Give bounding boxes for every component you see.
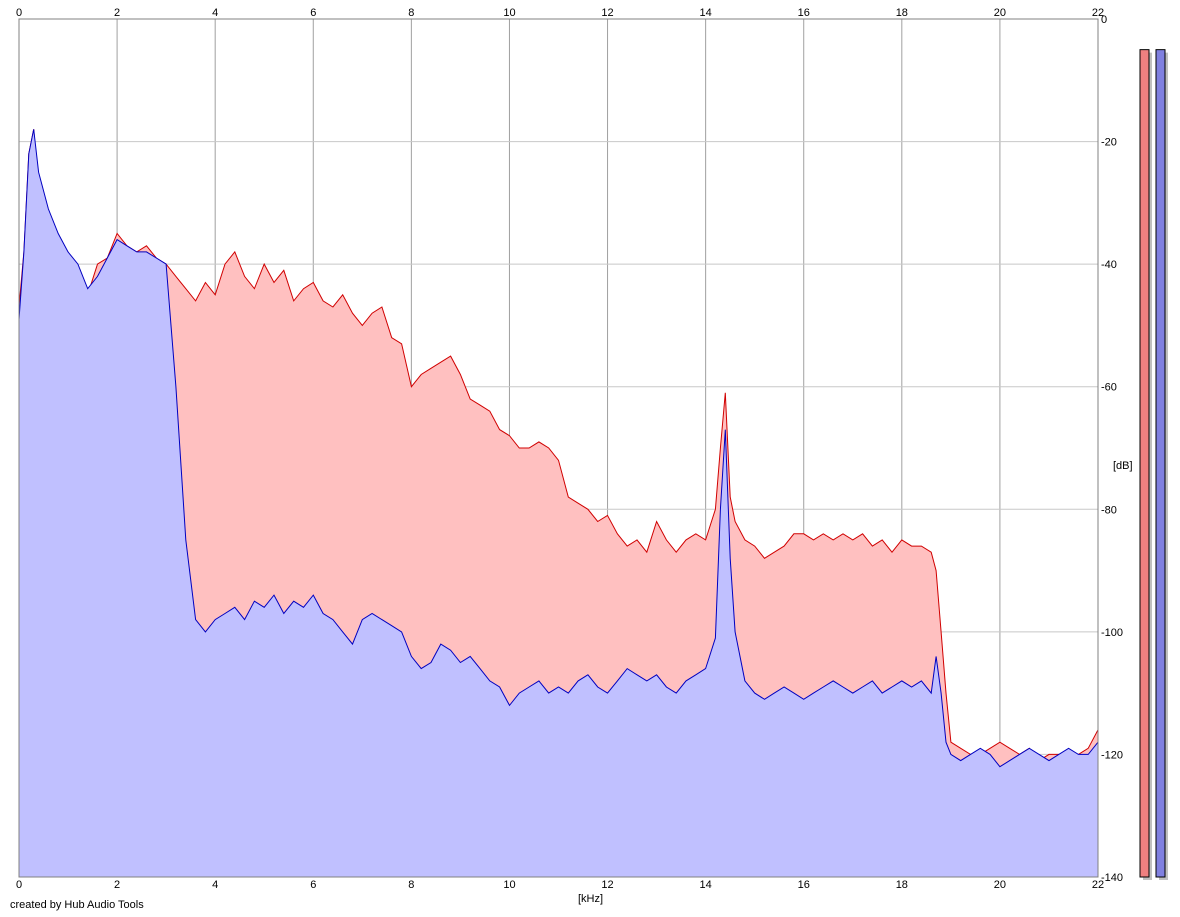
y-tick-label: -60 xyxy=(1101,382,1117,394)
x-tick-label-top: 22 xyxy=(1092,7,1104,19)
x-tick-label-top: 0 xyxy=(16,7,22,19)
x-tick-label-bottom: 2 xyxy=(114,879,120,891)
plot-frame xyxy=(18,18,1099,878)
y-tick-label: -100 xyxy=(1101,627,1123,639)
x-tick-label-bottom: 10 xyxy=(503,879,515,891)
series-layer xyxy=(18,129,1099,878)
y-tick-label: -40 xyxy=(1101,259,1117,271)
credit-text: created by Hub Audio Tools xyxy=(10,899,144,911)
x-tick-label-top: 10 xyxy=(503,7,515,19)
x-tick-label-top: 18 xyxy=(896,7,908,19)
x-tick-label-top: 16 xyxy=(798,7,810,19)
x-tick-label-top: 2 xyxy=(114,7,120,19)
x-tick-label-top: 4 xyxy=(212,7,218,19)
x-tick-label-top: 6 xyxy=(310,7,316,19)
level-meters xyxy=(1139,49,1168,880)
x-tick-label-bottom: 0 xyxy=(16,879,22,891)
y-tick-label: 0 xyxy=(1101,14,1107,26)
level-meter-bar xyxy=(1155,49,1166,878)
x-axis-label: [kHz] xyxy=(578,893,603,905)
x-tick-label-top: 12 xyxy=(601,7,613,19)
series-1-area xyxy=(19,129,1098,878)
x-tick-label-bottom: 22 xyxy=(1092,879,1104,891)
y-tick-label: -120 xyxy=(1101,749,1123,761)
x-tick-label-top: 14 xyxy=(700,7,712,19)
x-tick-label-bottom: 20 xyxy=(994,879,1006,891)
x-tick-label-bottom: 14 xyxy=(700,879,712,891)
x-tick-label-bottom: 18 xyxy=(896,879,908,891)
x-tick-label-top: 20 xyxy=(994,7,1006,19)
x-tick-label-bottom: 8 xyxy=(408,879,414,891)
x-tick-label-bottom: 4 xyxy=(212,879,218,891)
x-tick-label-bottom: 16 xyxy=(798,879,810,891)
level-meter-bar xyxy=(1139,49,1150,878)
x-tick-label-bottom: 12 xyxy=(601,879,613,891)
y-axis-label: [dB] xyxy=(1113,460,1133,472)
x-tick-label-top: 8 xyxy=(408,7,414,19)
tick-labels: 002244668810101212141416161818202022220-… xyxy=(16,7,1123,891)
y-tick-label: -20 xyxy=(1101,137,1117,149)
x-tick-label-bottom: 6 xyxy=(310,879,316,891)
series-1-line xyxy=(18,129,1099,768)
y-tick-label: -80 xyxy=(1101,504,1117,516)
y-tick-label: -140 xyxy=(1101,872,1123,884)
series-0-line xyxy=(18,129,1099,762)
